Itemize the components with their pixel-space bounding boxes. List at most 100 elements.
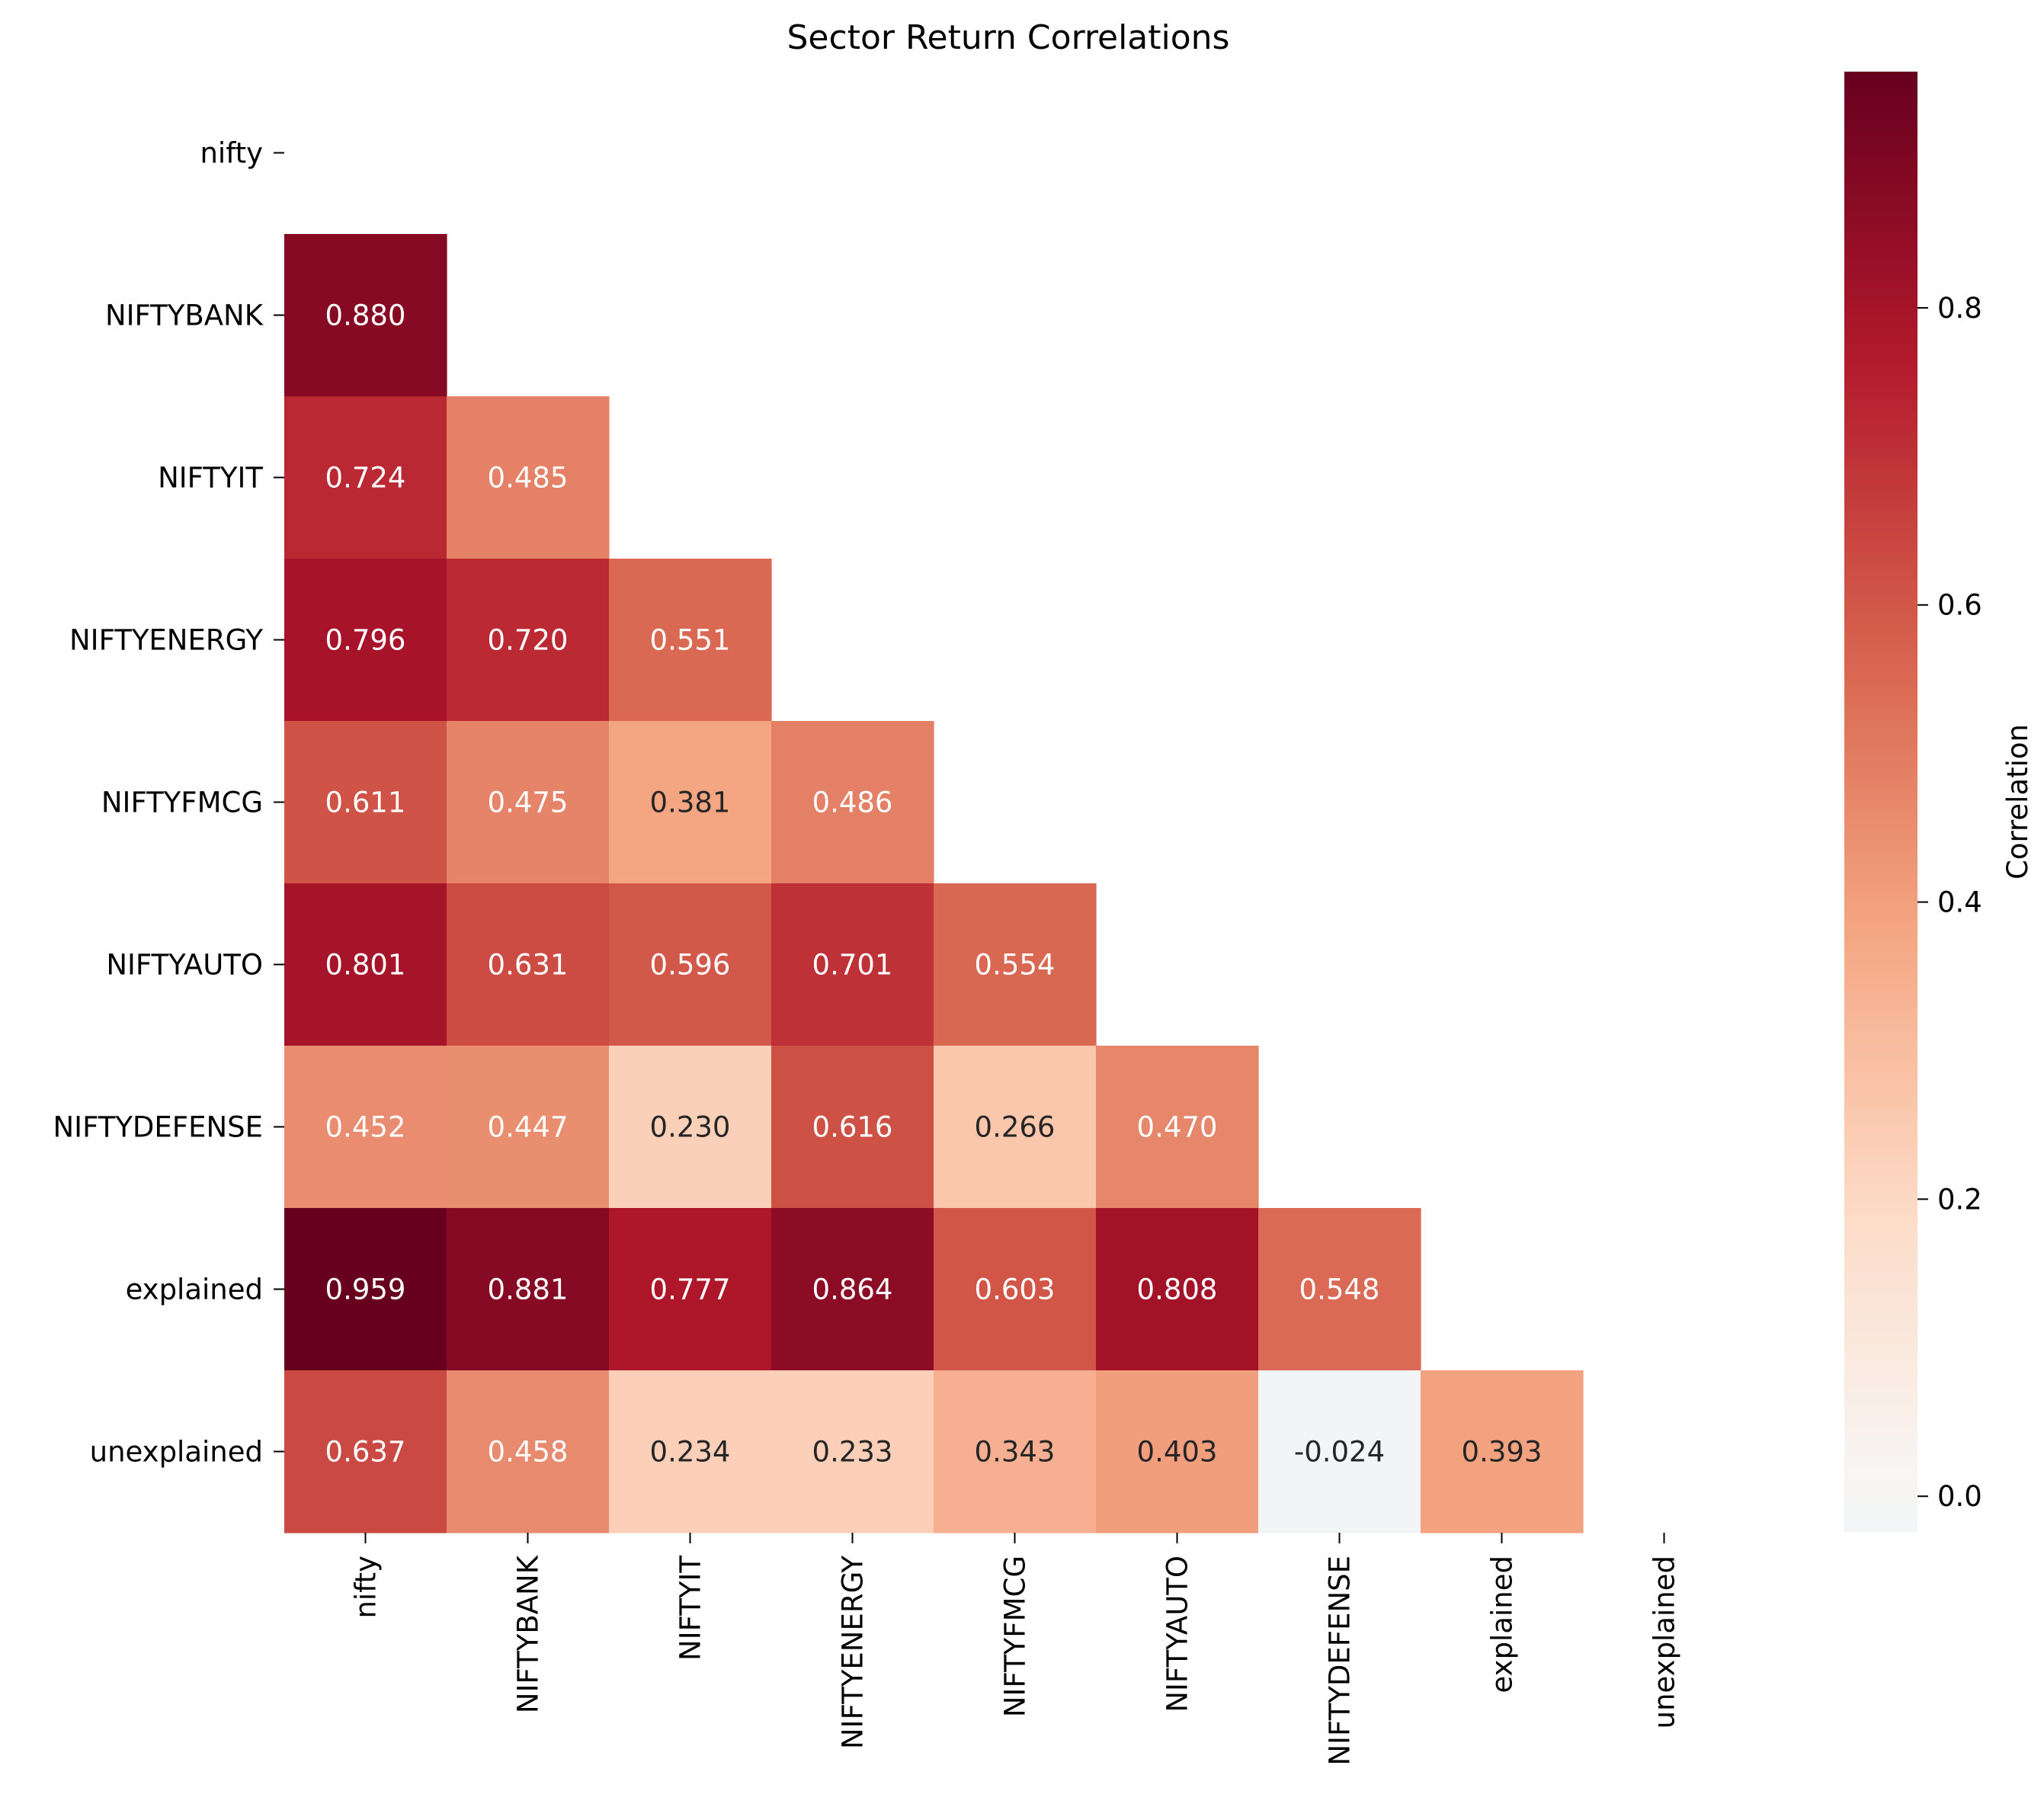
heatmap-cell	[284, 883, 447, 1046]
heatmap-cell	[771, 1046, 934, 1209]
colorbar-label: Correlation	[2001, 724, 2034, 880]
cell-value-label: 0.777	[650, 1274, 731, 1306]
colorbar-ticks: 0.0 0.2 0.4 0.6 0.8	[1917, 292, 1982, 1513]
heatmap-cell	[609, 1370, 772, 1533]
y-tick-label: NIFTYIT	[158, 462, 263, 495]
cell-value-label: 0.603	[975, 1274, 1056, 1306]
cell-value-label: 0.596	[650, 949, 731, 982]
cell-value-label: 0.959	[325, 1274, 406, 1306]
cell-value-label: 0.458	[488, 1436, 569, 1469]
cell-value-label: 0.611	[325, 787, 406, 819]
y-tick-label: NIFTYFMCG	[101, 787, 263, 819]
cell-value-label: 0.880	[325, 300, 406, 332]
heatmap-cell	[934, 883, 1097, 1046]
colorbar: 0.0 0.2 0.4 0.6 0.8 Correlation	[1844, 72, 2034, 1532]
x-tick-label: unexplained	[1648, 1556, 1681, 1729]
cell-value-label: 0.801	[325, 949, 406, 982]
cell-value-label: 0.796	[325, 624, 406, 657]
cell-value-label: 0.403	[1137, 1436, 1218, 1469]
x-tick-label: NIFTYFMCG	[999, 1556, 1032, 1717]
cell-value-label: 0.233	[812, 1436, 893, 1469]
heatmap-cell	[447, 559, 610, 722]
cell-value-label: 0.637	[325, 1436, 406, 1469]
cell-value-label: 0.452	[325, 1111, 406, 1144]
y-tick-label: nifty	[200, 137, 263, 170]
y-tick-label: NIFTYAUTO	[106, 949, 263, 982]
y-tick-label: NIFTYDEFENSE	[53, 1111, 264, 1144]
heatmap-cell	[447, 1370, 610, 1533]
heatmap-cell	[771, 1208, 934, 1371]
heatmap-cell	[771, 721, 934, 884]
heatmap-cell	[447, 1046, 610, 1209]
heatmap-cell	[771, 883, 934, 1046]
cell-value-label: 0.616	[812, 1111, 893, 1144]
heatmap-cell	[609, 559, 772, 722]
heatmap-cell	[447, 396, 610, 559]
y-tick-label: NIFTYBANK	[105, 300, 264, 332]
heatmap-cell	[1258, 1208, 1421, 1371]
y-tick-label: explained	[126, 1274, 263, 1306]
cell-value-label: 0.381	[650, 787, 731, 819]
heatmap-cell	[1096, 1046, 1259, 1209]
heatmap-cell	[447, 721, 610, 884]
heatmap-cell	[609, 1046, 772, 1209]
cell-value-label: 0.230	[650, 1111, 731, 1144]
cell-value-label: 0.631	[488, 949, 569, 982]
colorbar-tick-label: 0.8	[1937, 292, 1982, 325]
cell-value-label: 0.447	[488, 1111, 569, 1144]
chart-title: Sector Return Correlations	[787, 18, 1230, 57]
heatmap-cell	[771, 1370, 934, 1533]
cell-value-label: 0.720	[488, 624, 569, 657]
y-axis-ticks: nifty NIFTYBANK NIFTYIT NIFTYENERGY NIFTYFMC…	[53, 137, 284, 1469]
heatmap-cell	[609, 721, 772, 884]
heatmap-cell	[934, 1046, 1097, 1209]
cell-value-label: 0.475	[488, 787, 569, 819]
heatmap-cell	[284, 1046, 447, 1209]
heatmap-cell	[447, 883, 610, 1046]
cell-value-label: 0.485	[488, 462, 569, 495]
cell-value-label: 0.881	[488, 1274, 569, 1306]
heatmap-cell	[284, 559, 447, 722]
cell-value-label: 0.470	[1137, 1111, 1218, 1144]
cell-value-label: 0.266	[975, 1111, 1056, 1144]
x-tick-label: NIFTYIT	[674, 1556, 707, 1661]
heatmap-cell	[609, 1208, 772, 1371]
cell-value-label: -0.024	[1294, 1436, 1385, 1469]
x-tick-label: NIFTYBANK	[512, 1554, 545, 1713]
heatmap-cell	[1421, 1370, 1584, 1533]
heatmap-cell	[1096, 1208, 1259, 1371]
heatmap-cells: 0.880 0.724 0.485 0.796 0.720 0.551 0.611 0.475…	[284, 234, 1584, 1533]
y-tick-label: NIFTYENERGY	[69, 624, 263, 657]
cell-value-label: 0.393	[1462, 1436, 1543, 1469]
heatmap-cell	[284, 721, 447, 884]
x-tick-label: nifty	[350, 1556, 383, 1619]
cell-value-label: 0.808	[1137, 1274, 1218, 1306]
heatmap-cell	[447, 1208, 610, 1371]
heatmap-cell	[934, 1208, 1097, 1371]
x-tick-label: NIFTYDEFENSE	[1324, 1556, 1357, 1766]
y-tick-label: unexplained	[90, 1436, 263, 1469]
colorbar-tick-label: 0.4	[1937, 886, 1982, 919]
cell-value-label: 0.724	[325, 462, 406, 495]
heatmap-cell	[284, 234, 447, 397]
heatmap-cell	[284, 1208, 447, 1371]
heatmap-cell	[284, 396, 447, 559]
x-axis-ticks: nifty NIFTYBANK NIFTYIT NIFTYENERGY NIFTYFMC…	[350, 1533, 1681, 1766]
cell-value-label: 0.486	[812, 787, 893, 819]
heatmap-cell	[934, 1370, 1097, 1533]
cell-value-label: 0.554	[975, 949, 1056, 982]
x-tick-label: NIFTYENERGY	[837, 1556, 870, 1749]
heatmap-cell	[1096, 1370, 1259, 1533]
colorbar-gradient	[1844, 72, 1917, 1532]
x-tick-label: explained	[1486, 1556, 1519, 1693]
colorbar-tick-label: 0.0	[1937, 1480, 1982, 1513]
heatmap-cell	[1258, 1370, 1421, 1533]
x-tick-label: NIFTYAUTO	[1161, 1556, 1194, 1713]
colorbar-tick-label: 0.2	[1937, 1183, 1982, 1216]
cell-value-label: 0.343	[975, 1436, 1056, 1469]
cell-value-label: 0.551	[650, 624, 731, 657]
heatmap-cell	[284, 1370, 447, 1533]
cell-value-label: 0.701	[812, 949, 893, 982]
cell-value-label: 0.548	[1299, 1274, 1380, 1306]
